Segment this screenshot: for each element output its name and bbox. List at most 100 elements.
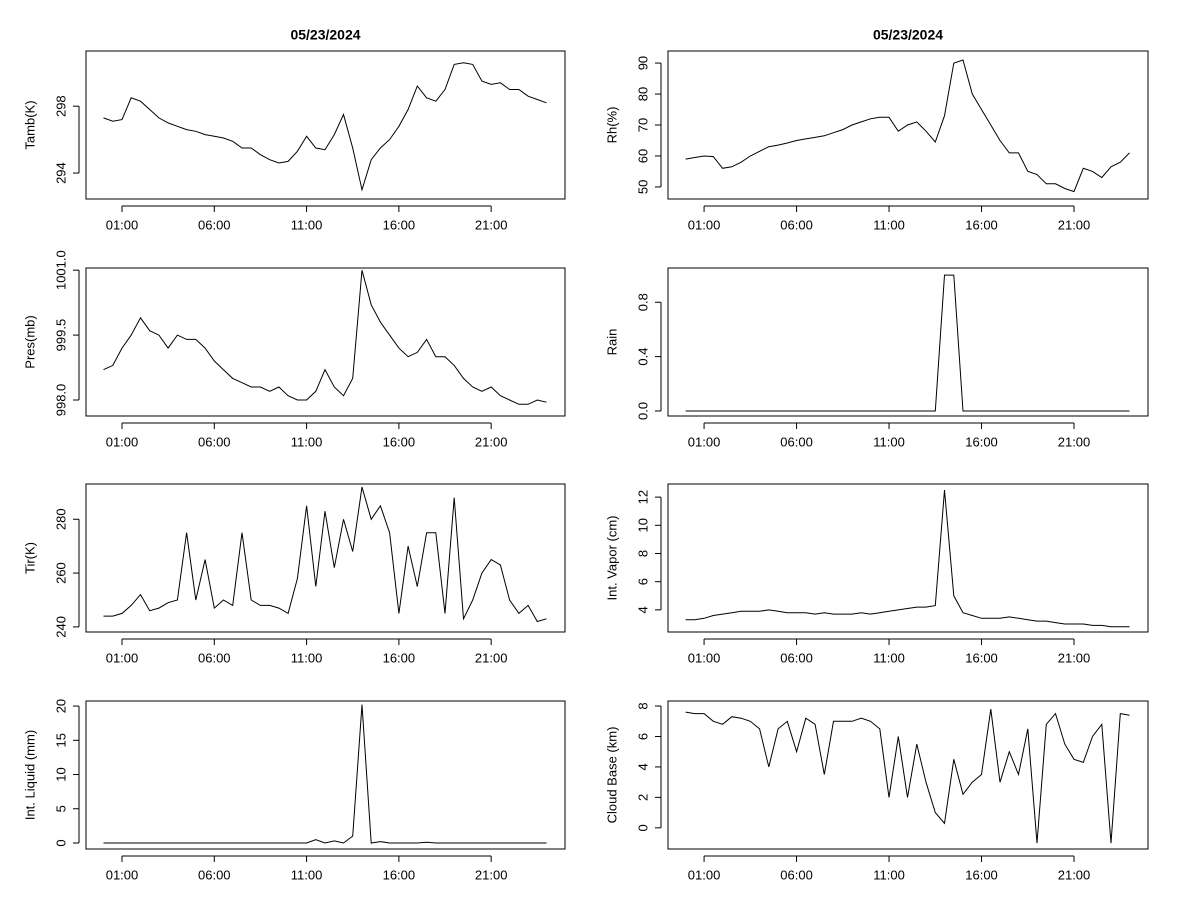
data-line [103,704,547,844]
y-tick-label: 90 [635,56,650,70]
y-axis-label: Rh(%) [604,107,619,144]
y-axis-label: Int. Vapor (cm) [604,515,619,600]
x-tick-label: 16:00 [965,650,998,665]
chart-title: 05/23/2024 [873,27,943,43]
y-tick-label: 0.0 [635,402,650,420]
x-tick-label: 06:00 [198,217,231,232]
y-tick-label: 10 [635,518,650,532]
y-tick-label: 999.5 [53,319,68,352]
x-tick-label: 16:00 [965,217,998,232]
y-tick-label: 10 [53,767,68,781]
x-tick-label: 21:00 [1058,650,1091,665]
x-tick-label: 21:00 [1058,217,1091,232]
data-line [685,709,1130,844]
y-tick-label: 20 [53,699,68,713]
y-tick-label: 260 [53,562,68,584]
plot-frame [667,50,1149,200]
x-tick-label: 11:00 [873,867,905,882]
x-tick-label: 11:00 [291,867,323,882]
x-tick-label: 21:00 [475,217,508,232]
data-line [103,270,547,405]
x-tick-label: 21:00 [1058,434,1091,449]
plot-frame [667,267,1149,417]
x-tick-label: 21:00 [475,650,508,665]
y-tick-label: 0 [53,839,68,846]
chart-title: 05/23/2024 [290,27,360,43]
y-tick-label: 8 [635,702,650,709]
x-tick-label: 21:00 [475,867,508,882]
x-tick-label: 06:00 [198,434,231,449]
y-tick-label: 8 [635,550,650,557]
plot-frame [85,483,566,633]
panel: Tir(K) 01:00 06:00 11:00 16:00 21:00 240 260 280 [22,483,566,665]
y-tick-label: 12 [635,490,650,504]
plot-frame [85,267,566,417]
panel: Int. Vapor (cm) 01:00 06:00 11:00 16:00 21:00… [604,483,1149,665]
y-tick-label: 298 [53,95,68,117]
y-tick-label: 80 [635,87,650,101]
x-tick-label: 06:00 [780,434,813,449]
y-tick-label: 1001.0 [53,250,68,290]
data-line [685,274,1130,412]
y-tick-label: 240 [53,616,68,638]
y-tick-label: 5 [53,805,68,812]
y-tick-label: 0.8 [635,293,650,311]
y-tick-label: 0 [635,824,650,831]
plot-frame [85,700,566,850]
x-tick-label: 01:00 [688,867,721,882]
plot-frame [667,700,1149,850]
x-tick-label: 11:00 [873,434,905,449]
panel: Rain 01:00 06:00 11:00 16:00 21:00 0.0 0.4 0.8 [604,267,1149,449]
y-tick-label: 294 [53,162,68,184]
x-tick-label: 21:00 [475,434,508,449]
x-tick-label: 11:00 [291,650,323,665]
data-line [685,490,1130,628]
y-tick-label: 50 [635,180,650,194]
y-tick-label: 998.0 [53,384,68,417]
x-tick-label: 01:00 [688,217,721,232]
x-tick-label: 01:00 [106,434,139,449]
y-axis-label: Pres(mb) [22,315,37,368]
data-line [103,62,547,192]
data-line [103,486,547,623]
panel: 05/23/2024 Tamb(K) 01:00 06:00 11:00 16:00 21:… [22,27,566,232]
y-tick-label: 6 [635,578,650,585]
x-tick-label: 11:00 [291,434,323,449]
plot-frame [85,50,566,200]
y-axis-label: Tamb(K) [22,100,37,149]
x-tick-label: 01:00 [688,650,721,665]
panel: Pres(mb) 01:00 06:00 11:00 16:00 21:00 998.0 99… [22,250,566,449]
y-tick-label: 0.4 [635,348,650,366]
x-tick-label: 11:00 [873,650,905,665]
panel: Cloud Base (km) 01:00 06:00 11:00 16:00 21:00… [604,700,1149,882]
panel: Int. Liquid (mm) 01:00 06:00 11:00 16:00 21:0… [22,699,566,882]
x-tick-label: 06:00 [780,217,813,232]
plot-frame [667,483,1149,633]
panel: 05/23/2024 Rh(%) 01:00 06:00 11:00 16:00 21:00… [604,27,1149,232]
x-tick-label: 11:00 [873,217,905,232]
y-axis-label: Cloud Base (km) [604,727,619,824]
x-tick-label: 16:00 [383,434,416,449]
y-tick-label: 6 [635,733,650,740]
x-tick-label: 16:00 [383,217,416,232]
x-tick-label: 01:00 [688,434,721,449]
x-tick-label: 16:00 [383,650,416,665]
x-tick-label: 21:00 [1058,867,1091,882]
y-axis-label: Int. Liquid (mm) [22,730,37,820]
x-tick-label: 06:00 [780,867,813,882]
y-tick-label: 70 [635,118,650,132]
y-tick-label: 60 [635,149,650,163]
y-tick-label: 4 [635,763,650,770]
x-tick-label: 16:00 [965,434,998,449]
y-tick-label: 280 [53,508,68,530]
x-tick-label: 01:00 [106,217,139,232]
y-tick-label: 4 [635,606,650,613]
x-tick-label: 01:00 [106,867,139,882]
x-tick-label: 16:00 [383,867,416,882]
x-tick-label: 06:00 [780,650,813,665]
y-axis-label: Tir(K) [22,542,37,574]
x-tick-label: 01:00 [106,650,139,665]
data-line [685,59,1130,193]
y-tick-label: 2 [635,794,650,801]
